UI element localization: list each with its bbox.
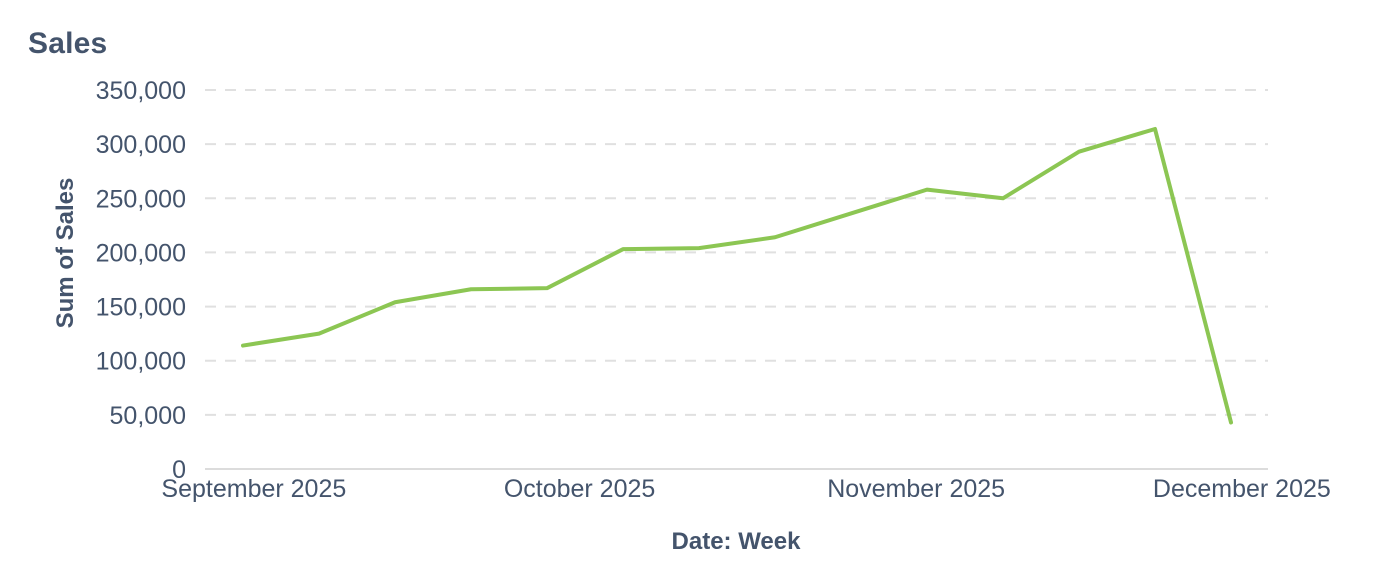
x-axis-title: Date: Week [671,528,801,555]
y-tick-label: 350,000 [96,77,186,105]
x-tick-label: September 2025 [161,475,346,503]
sales-series-line[interactable] [241,126,1233,425]
y-tick-label: 250,000 [96,185,186,213]
y-tick-label: 100,000 [96,348,186,376]
y-tick-label: 150,000 [96,294,186,322]
x-tick-label: October 2025 [504,475,656,503]
y-tick-label: 300,000 [96,131,186,159]
y-tick-label: 50,000 [110,402,186,430]
x-tick-label: November 2025 [827,475,1005,503]
chart-title: Sales [28,27,108,60]
x-tick-label: December 2025 [1153,475,1331,503]
y-tick-label: 200,000 [96,239,186,267]
y-tick-label: 0 [172,456,186,484]
